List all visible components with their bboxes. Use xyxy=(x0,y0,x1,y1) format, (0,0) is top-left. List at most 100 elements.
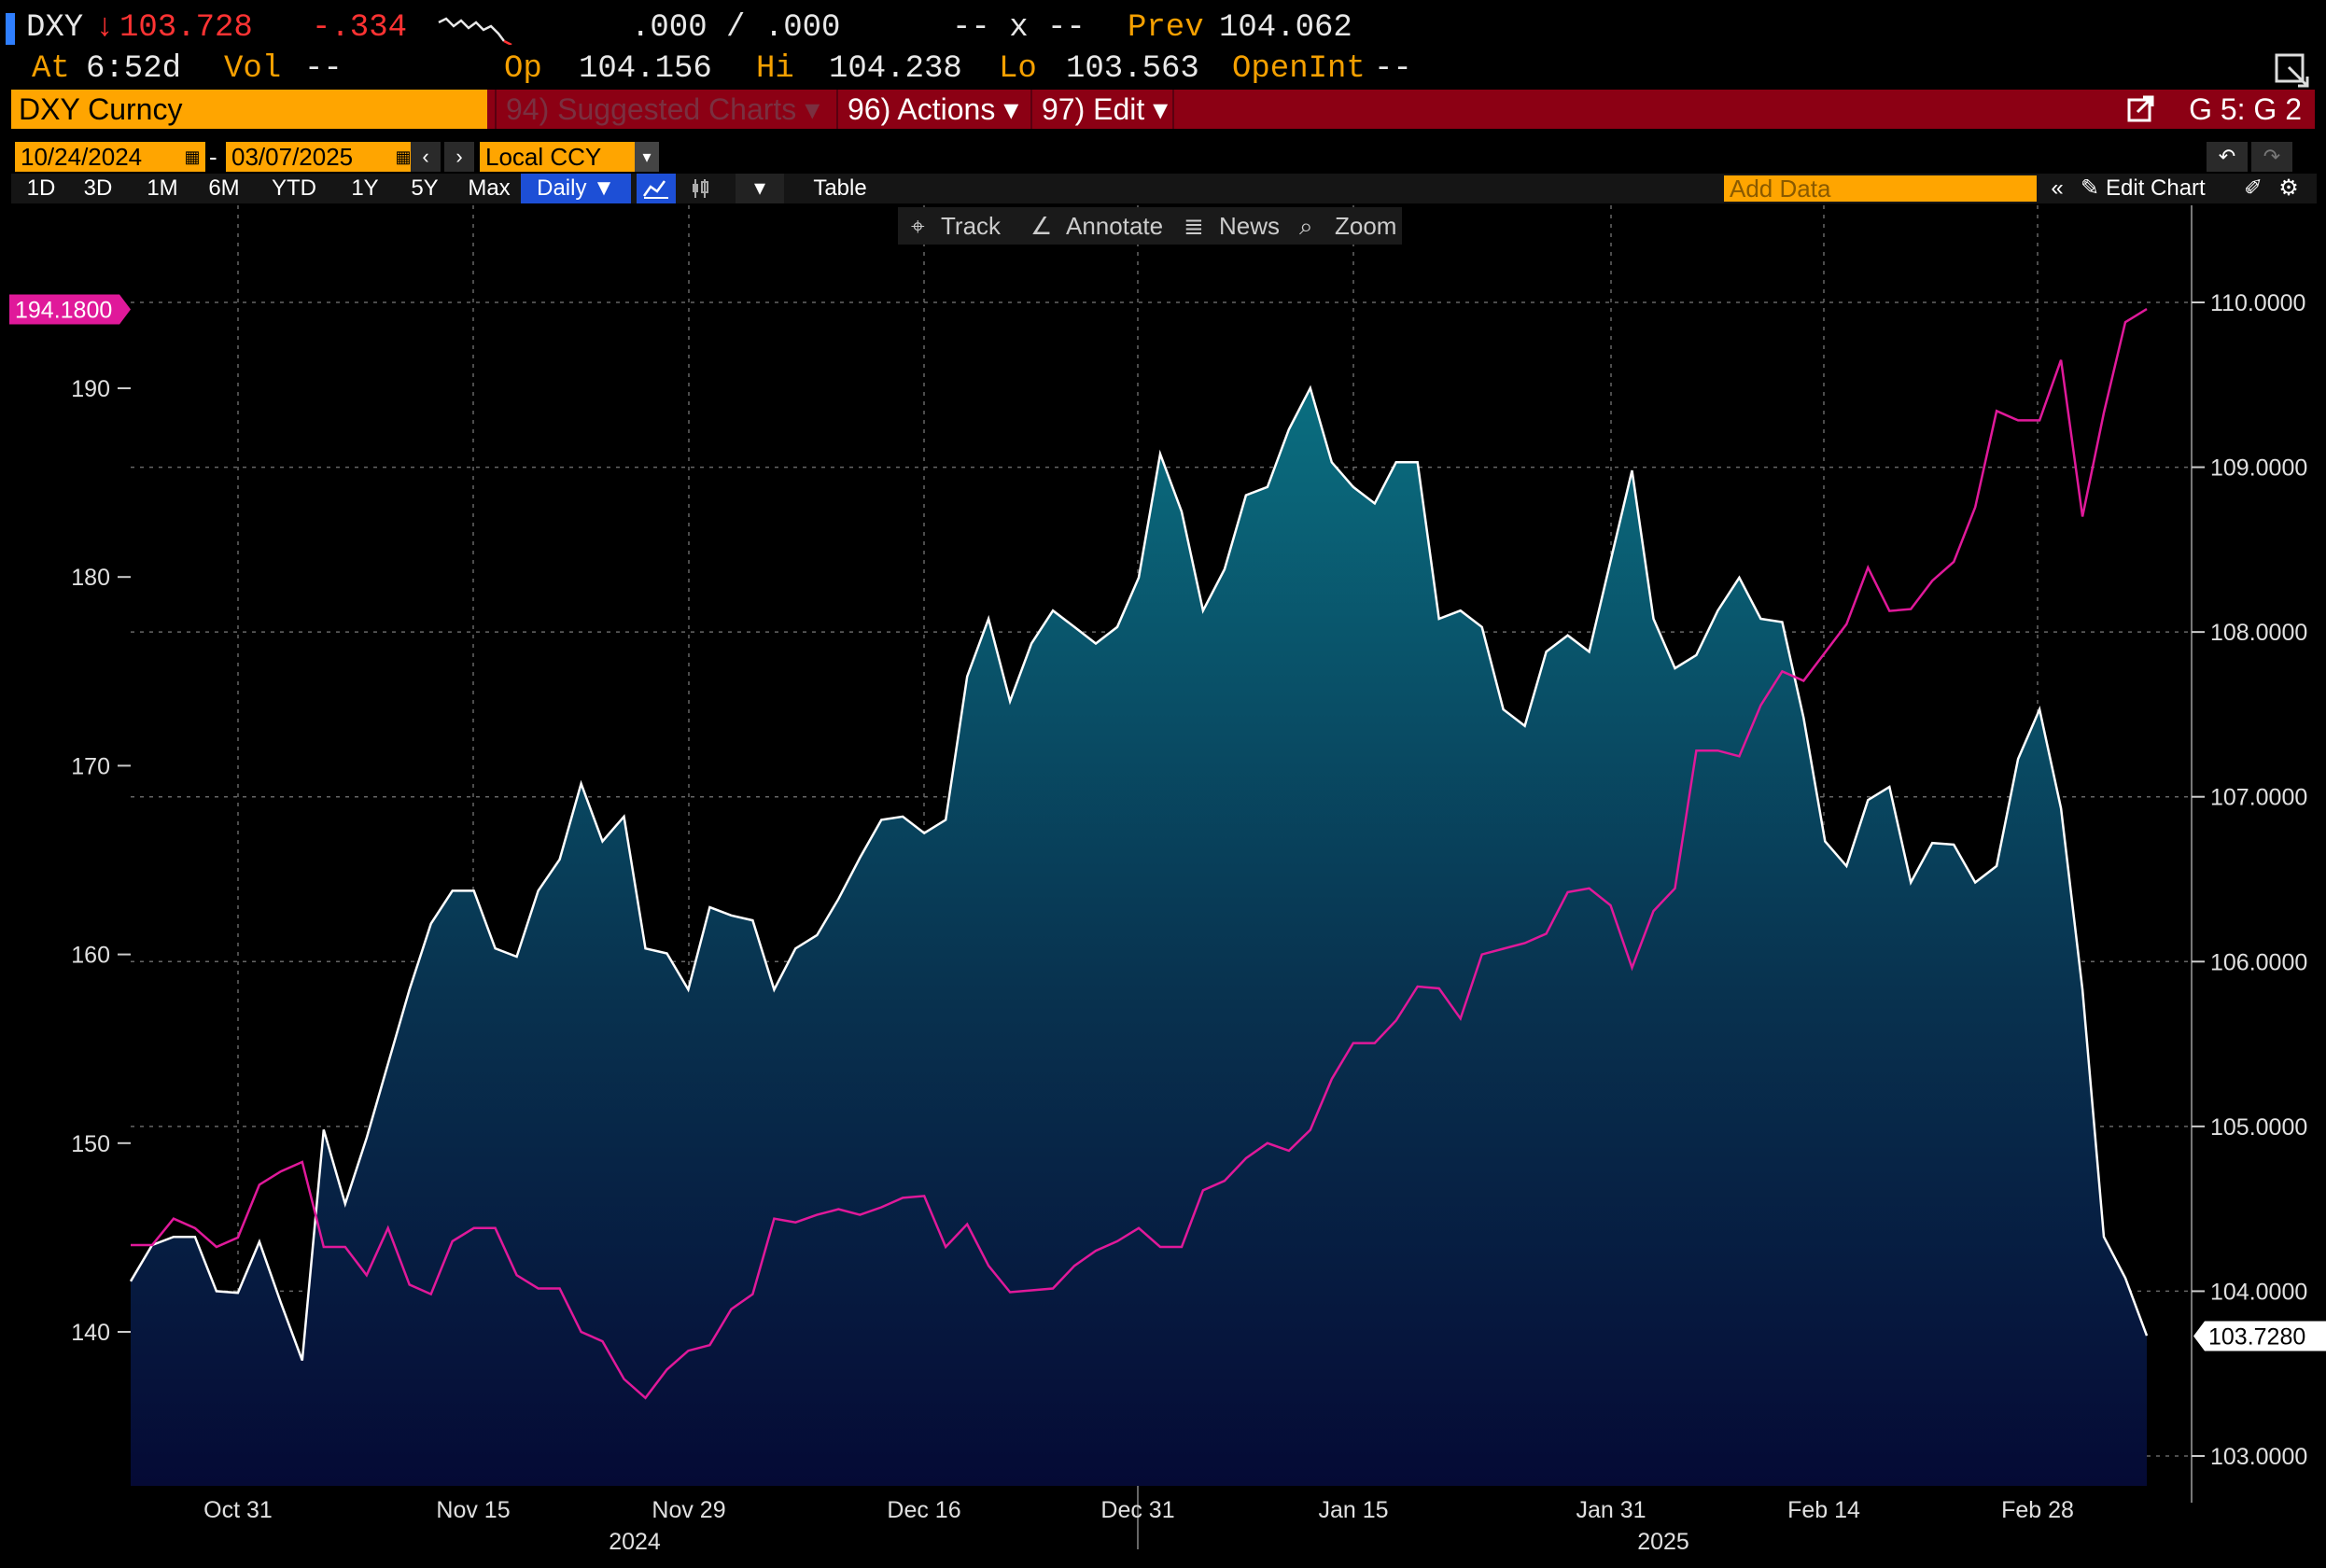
annotate-icon[interactable]: ∠ xyxy=(1030,212,1053,240)
chart-type-dropdown-icon[interactable]: ▾ xyxy=(736,174,784,203)
year-label: 2024 xyxy=(609,1529,661,1555)
x-tick-label: Oct 31 xyxy=(203,1497,273,1523)
quote-stats: At 6:52d Vol -- Op 104.156 Hi 104.238 Lo… xyxy=(0,49,2326,90)
x-tick-label: Feb 28 xyxy=(2001,1497,2074,1523)
right-tick-label: 110.0000 xyxy=(2210,290,2305,316)
zoom-icon[interactable]: ⌕ xyxy=(1299,212,1313,240)
right-tick-label: 105.0000 xyxy=(2210,1114,2307,1141)
price-area xyxy=(131,387,2147,1486)
edit-chart-button[interactable]: Edit Chart xyxy=(2106,175,2206,201)
zoom-button[interactable]: Zoom xyxy=(1335,212,1397,240)
news-icon[interactable]: ≣ xyxy=(1184,212,1204,240)
right-tick-label: 109.0000 xyxy=(2210,455,2307,482)
value-badges: 103.7280 194.1800 xyxy=(9,294,2326,1351)
collapse-icon[interactable]: « xyxy=(2051,175,2064,201)
end-date-input[interactable]: 03/07/2025 xyxy=(226,142,390,172)
last-price-badge-label: 103.7280 xyxy=(2208,1323,2305,1350)
news-button[interactable]: News xyxy=(1219,212,1281,240)
line-chart-icon[interactable] xyxy=(637,174,676,203)
period-3d[interactable]: 3D xyxy=(83,175,113,201)
x-tick-label: Dec 31 xyxy=(1100,1497,1174,1523)
period-1d[interactable]: 1D xyxy=(26,175,56,201)
security-field[interactable]: DXY Curncy xyxy=(11,90,487,129)
period-6m[interactable]: 6M xyxy=(208,175,240,201)
track-icon[interactable]: ⌖ xyxy=(911,212,925,240)
undo-icon[interactable]: ↶ xyxy=(2207,142,2248,172)
right-tick-label: 108.0000 xyxy=(2210,620,2307,646)
menu-divider xyxy=(1172,90,1174,129)
x-tick-label: Nov 29 xyxy=(652,1497,725,1523)
period-max[interactable]: Max xyxy=(468,175,511,201)
last-price: 103.728 xyxy=(119,10,253,46)
op-value: 104.156 xyxy=(579,51,712,87)
period-5y[interactable]: 5Y xyxy=(411,175,439,201)
left-tick-label: 140 xyxy=(71,1320,110,1346)
candlestick-icon[interactable] xyxy=(681,174,719,203)
openint-value: -- xyxy=(1374,51,1412,87)
secondary-value-badge xyxy=(9,294,131,325)
chart-toolbar: ⌖ Track ∠ Annotate ≣ News ⌕ Zoom xyxy=(898,207,1402,245)
last-price-badge xyxy=(2193,1321,2326,1351)
sparkline-icon xyxy=(438,17,512,45)
table-button[interactable]: Table xyxy=(813,175,867,201)
down-arrow-icon: ↓ xyxy=(95,10,115,46)
next-period-icon[interactable]: › xyxy=(444,142,474,172)
hi-value: 104.238 xyxy=(829,51,962,87)
period-1m[interactable]: 1M xyxy=(147,175,178,201)
left-tick-label: 170 xyxy=(71,753,110,779)
right-tick-label: 107.0000 xyxy=(2210,785,2307,811)
x-tick-label: Feb 14 xyxy=(1787,1497,1860,1523)
price-line xyxy=(129,385,2149,1362)
calendar-icon[interactable]: ▦ xyxy=(179,142,205,172)
hi-label: Hi xyxy=(756,51,794,87)
op-label: Op xyxy=(504,51,542,87)
prev-label: Prev xyxy=(1128,10,1204,46)
security-marker xyxy=(6,13,15,45)
edit-menu[interactable]: 97) Edit ▾ xyxy=(1030,90,1170,129)
right-tick-label: 106.0000 xyxy=(2210,949,2307,975)
lo-value: 103.563 xyxy=(1066,51,1199,87)
secondary-line xyxy=(131,308,2148,1400)
gear-icon[interactable]: ⚙ xyxy=(2278,175,2299,201)
x-tick-label: Jan 15 xyxy=(1318,1497,1388,1523)
chevron-down-icon[interactable]: ▾ xyxy=(635,142,659,172)
price-chart[interactable]: 103.0000 104.0000 105.0000 106.0000 107.0000… xyxy=(0,205,2326,1568)
quote-header: DXY ↓ 103.728 -.334 .000 / .000 -- x -- … xyxy=(0,7,2326,49)
vol-value: -- xyxy=(304,51,343,87)
period-1y[interactable]: 1Y xyxy=(351,175,379,201)
ticker: DXY xyxy=(26,10,84,46)
right-tick-label: 104.0000 xyxy=(2210,1279,2307,1305)
right-tick-label: 103.0000 xyxy=(2210,1444,2307,1470)
currency-select[interactable]: Local CCY xyxy=(480,142,635,172)
date-range-row: 10/24/2024 ▦ - 03/07/2025 ▦ ‹ › Local CC… xyxy=(11,142,2317,172)
x-tick-label: Jan 31 xyxy=(1576,1497,1646,1523)
popout-icon[interactable] xyxy=(2126,95,2156,123)
lo-label: Lo xyxy=(999,51,1037,87)
redo-icon[interactable]: ↷ xyxy=(2251,142,2292,172)
right-axis: 103.0000 104.0000 105.0000 106.0000 107.0000… xyxy=(2192,290,2307,1470)
prev-period-icon[interactable]: ‹ xyxy=(411,142,441,172)
left-tick-label: 190 xyxy=(71,376,110,402)
start-date-input[interactable]: 10/24/2024 xyxy=(15,142,179,172)
price-change: -.334 xyxy=(312,10,408,46)
edit-label: 97) Edit xyxy=(1042,92,1145,126)
track-button[interactable]: Track xyxy=(941,212,1002,240)
period-ytd[interactable]: YTD xyxy=(272,175,316,201)
at-value: 6:52d xyxy=(86,51,182,87)
annotate-button[interactable]: Annotate xyxy=(1066,212,1164,240)
chart-edit-icon[interactable]: ✐ xyxy=(2243,175,2263,201)
add-data-input[interactable]: Add Data xyxy=(1724,175,2037,202)
grid-id: G 5: G 2 xyxy=(2189,92,2302,126)
frequency-select[interactable]: Daily ▼ xyxy=(521,174,631,203)
suggested-charts-menu[interactable]: 94) Suggested Charts ▾ xyxy=(495,90,834,129)
vol-label: Vol xyxy=(224,51,282,87)
pencil-icon[interactable]: ✎ xyxy=(2080,175,2100,201)
frequency-label: Daily xyxy=(537,175,587,201)
actions-label: 96) Actions xyxy=(848,92,996,126)
period-row: 1D 3D 1M 6M YTD 1Y 5Y Max Daily ▼ ▾ Tabl… xyxy=(11,174,2317,203)
actions-menu[interactable]: 96) Actions ▾ xyxy=(836,90,1029,129)
expand-window-icon[interactable] xyxy=(2274,52,2311,90)
x-tick-label: Nov 15 xyxy=(436,1497,510,1523)
year-label: 2025 xyxy=(1637,1529,1689,1555)
openint-label: OpenInt xyxy=(1232,51,1366,87)
